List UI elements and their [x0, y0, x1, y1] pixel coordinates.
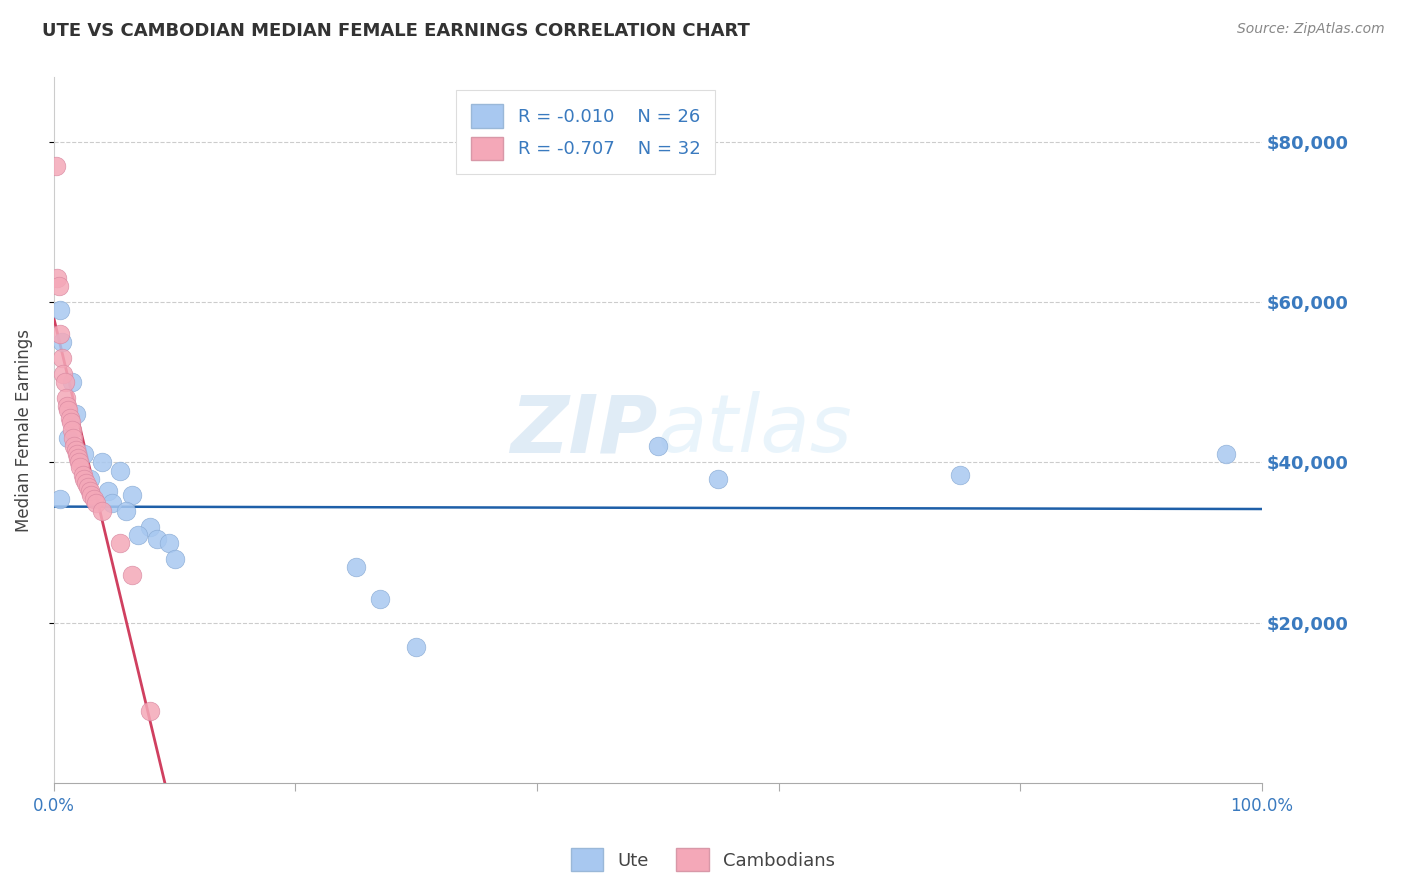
Point [49, 491, 72, 506]
Point [58, 403, 80, 417]
Point [66, 447, 89, 461]
Point [60, 376, 83, 390]
Point [80, 487, 103, 501]
Point [58, 411, 80, 425]
Point [65, 408, 87, 422]
Point [139, 704, 162, 718]
Point [91, 455, 114, 469]
Point [75, 475, 97, 490]
Point [69, 459, 91, 474]
Point [58, 432, 80, 446]
Point [62, 432, 84, 446]
Text: UTE VS CAMBODIAN MEDIAN FEMALE EARNINGS CORRELATION CHART: UTE VS CAMBODIAN MEDIAN FEMALE EARNINGS … [42, 22, 749, 40]
Point [49, 303, 72, 318]
Point [59, 416, 82, 430]
Point [97, 483, 120, 498]
Point [60, 424, 83, 438]
Point [91, 503, 114, 517]
Point [73, 447, 96, 461]
Point [51, 335, 73, 350]
Text: ZIP: ZIP [510, 392, 658, 469]
Point [949, 467, 972, 482]
Point [45, 159, 67, 173]
Point [127, 527, 149, 541]
Point [121, 487, 143, 501]
Point [368, 591, 391, 606]
Point [79, 471, 101, 485]
Point [84, 495, 107, 509]
Point [56, 400, 79, 414]
Point [48, 279, 70, 293]
Point [49, 327, 72, 342]
Point [53, 376, 76, 390]
Point [647, 440, 669, 454]
Text: atlas: atlas [658, 392, 852, 469]
Point [55, 392, 77, 406]
Point [121, 567, 143, 582]
Point [67, 455, 90, 469]
Point [51, 351, 73, 366]
Point [110, 463, 132, 477]
Point [145, 532, 167, 546]
Point [707, 471, 730, 485]
Point [52, 368, 75, 382]
Point [79, 483, 101, 498]
Point [46, 271, 69, 285]
Legend: R = -0.010    N = 26, R = -0.707    N = 32: R = -0.010 N = 26, R = -0.707 N = 32 [456, 90, 714, 174]
Y-axis label: Median Female Earnings: Median Female Earnings [15, 329, 32, 532]
Point [344, 559, 367, 574]
Point [115, 503, 138, 517]
Text: Source: ZipAtlas.com: Source: ZipAtlas.com [1237, 22, 1385, 37]
Legend: Ute, Cambodians: Ute, Cambodians [564, 841, 842, 879]
Point [1215, 447, 1237, 461]
Point [76, 479, 98, 493]
Point [72, 467, 94, 482]
Point [157, 535, 180, 549]
Point [110, 535, 132, 549]
Point [83, 491, 105, 506]
Point [73, 471, 96, 485]
Point [101, 495, 124, 509]
Point [139, 519, 162, 533]
Point [405, 640, 427, 654]
Point [163, 551, 186, 566]
Point [63, 440, 86, 454]
Point [65, 443, 87, 458]
Point [66, 451, 89, 466]
